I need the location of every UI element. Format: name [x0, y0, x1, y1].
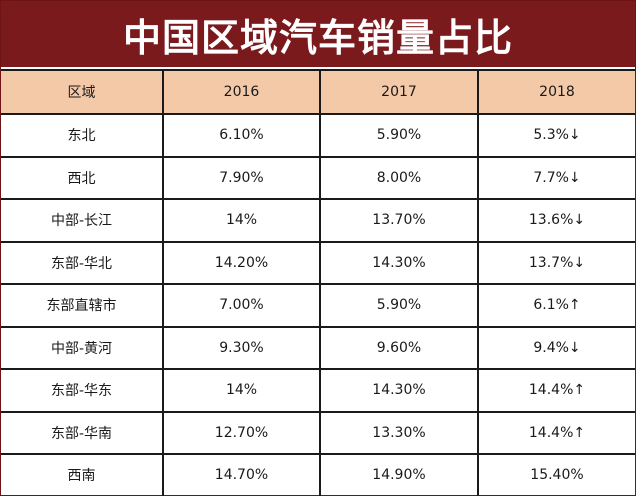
page-title: 中国区域汽车销量占比 [1, 1, 635, 69]
value-2018-cell: 7.7%↓ [477, 155, 635, 200]
value-2016-cell: 6.10% [162, 113, 321, 158]
value-2018-cell: 9.4%↓ [477, 325, 635, 370]
value-2016-cell: 14% [162, 198, 321, 243]
table-row: 东部直辖市 7.00% 5.90% 6.1%↑ [1, 283, 635, 328]
value-2018-cell: 5.3%↓ [477, 113, 635, 158]
value-2017-cell: 14.30% [319, 368, 479, 413]
column-header-2017: 2017 [319, 69, 479, 115]
value-2017-cell: 9.60% [319, 325, 479, 370]
region-cell: 东部-华东 [1, 368, 164, 413]
value-2017-cell: 5.90% [319, 283, 479, 328]
value-2018-cell: 13.6%↓ [477, 198, 635, 243]
value-2016-cell: 14.20% [162, 240, 321, 285]
region-cell: 西北 [1, 155, 164, 200]
table-row: 东部-华东 14% 14.30% 14.4%↑ [1, 368, 635, 413]
region-cell: 东部-华南 [1, 410, 164, 455]
value-2018-cell: 14.4%↑ [477, 410, 635, 455]
table-row: 西南 14.70% 14.90% 15.40% [1, 453, 635, 496]
region-cell: 东北 [1, 113, 164, 158]
value-2018-cell: 13.7%↓ [477, 240, 635, 285]
value-2018-cell: 15.40% [477, 453, 635, 496]
column-header-2016: 2016 [162, 69, 321, 115]
value-2017-cell: 14.30% [319, 240, 479, 285]
value-2017-cell: 13.70% [319, 198, 479, 243]
value-2016-cell: 7.90% [162, 155, 321, 200]
region-cell: 东部-华北 [1, 240, 164, 285]
table-row: 中部-长江 14% 13.70% 13.6%↓ [1, 198, 635, 243]
value-2017-cell: 13.30% [319, 410, 479, 455]
value-2017-cell: 5.90% [319, 113, 479, 158]
value-2016-cell: 7.00% [162, 283, 321, 328]
value-2017-cell: 8.00% [319, 155, 479, 200]
value-2016-cell: 12.70% [162, 410, 321, 455]
table-row: 东北 6.10% 5.90% 5.3%↓ [1, 113, 635, 158]
table-header-row: 区域 2016 2017 2018 [1, 69, 635, 115]
table-row: 东部-华北 14.20% 14.30% 13.7%↓ [1, 240, 635, 285]
table-row: 中部-黄河 9.30% 9.60% 9.4%↓ [1, 325, 635, 370]
value-2017-cell: 14.90% [319, 453, 479, 496]
column-header-region: 区域 [1, 69, 164, 115]
value-2016-cell: 14% [162, 368, 321, 413]
table-row: 西北 7.90% 8.00% 7.7%↓ [1, 155, 635, 200]
region-cell: 东部直辖市 [1, 283, 164, 328]
region-cell: 中部-黄河 [1, 325, 164, 370]
value-2018-cell: 14.4%↑ [477, 368, 635, 413]
value-2016-cell: 9.30% [162, 325, 321, 370]
region-cell: 西南 [1, 453, 164, 496]
value-2018-cell: 6.1%↑ [477, 283, 635, 328]
value-2016-cell: 14.70% [162, 453, 321, 496]
region-cell: 中部-长江 [1, 198, 164, 243]
sales-share-table: 区域 2016 2017 2018 东北 6.10% 5.90% 5.3%↓ 西… [1, 69, 635, 496]
table-row: 东部-华南 12.70% 13.30% 14.4%↑ [1, 410, 635, 455]
column-header-2018: 2018 [477, 69, 635, 115]
